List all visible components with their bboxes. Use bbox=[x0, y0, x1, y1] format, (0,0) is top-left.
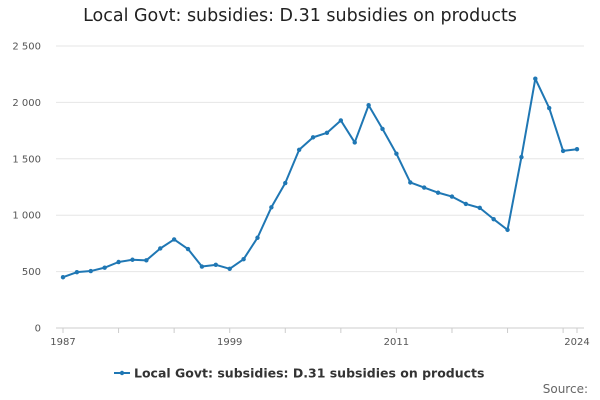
series-layer bbox=[60, 76, 580, 280]
data-point bbox=[324, 130, 330, 136]
data-point bbox=[116, 259, 121, 265]
data-point bbox=[74, 269, 80, 275]
chart-title: Local Govt: subsidies: D.31 subsidies on… bbox=[83, 6, 517, 26]
legend-label: Local Govt: subsidies: D.31 subsidies on… bbox=[134, 366, 484, 381]
data-point bbox=[199, 264, 205, 269]
data-point bbox=[491, 216, 496, 222]
y-tick-label: 1 500 bbox=[12, 154, 41, 165]
data-point bbox=[296, 147, 302, 152]
data-point bbox=[283, 180, 288, 186]
data-point bbox=[519, 154, 524, 160]
data-point bbox=[352, 140, 357, 145]
y-tick-label: 2 000 bbox=[12, 98, 41, 109]
data-point bbox=[560, 148, 566, 154]
data-point bbox=[102, 265, 107, 270]
data-point bbox=[213, 262, 219, 268]
data-point bbox=[449, 194, 455, 199]
x-axis-tick-labels: 1987 1999 2011 2024 bbox=[50, 337, 589, 348]
data-point bbox=[574, 147, 580, 152]
data-point bbox=[408, 180, 413, 185]
data-point bbox=[144, 258, 149, 263]
legend-marker bbox=[119, 370, 125, 376]
legend: Local Govt: subsidies: D.31 subsidies on… bbox=[114, 366, 484, 381]
data-point bbox=[171, 237, 177, 242]
x-tick-label: 1987 bbox=[50, 337, 75, 348]
data-point bbox=[310, 135, 316, 140]
x-axis bbox=[56, 327, 584, 333]
grid-lines bbox=[56, 45, 584, 273]
data-point bbox=[338, 118, 344, 123]
data-point bbox=[227, 266, 232, 271]
data-point bbox=[380, 126, 385, 132]
data-point bbox=[463, 201, 469, 207]
x-tick-label: 1999 bbox=[217, 337, 242, 348]
x-tick-label: 2024 bbox=[564, 337, 589, 348]
data-point bbox=[505, 227, 510, 233]
data-point bbox=[130, 257, 135, 262]
series-line bbox=[62, 77, 578, 279]
data-point bbox=[477, 205, 482, 211]
data-point bbox=[88, 268, 93, 274]
y-tick-label: 500 bbox=[22, 267, 41, 278]
data-point bbox=[421, 185, 427, 190]
data-point bbox=[269, 205, 274, 210]
y-tick-label: 0 bbox=[35, 324, 41, 335]
y-tick-label: 2 500 bbox=[12, 42, 41, 53]
data-point bbox=[158, 246, 163, 251]
data-point bbox=[185, 246, 191, 252]
data-point bbox=[255, 235, 260, 240]
data-point bbox=[241, 256, 246, 262]
data-point bbox=[60, 275, 66, 280]
data-point bbox=[547, 105, 552, 111]
data-point bbox=[435, 190, 441, 195]
data-point bbox=[394, 151, 399, 156]
data-point bbox=[533, 76, 538, 81]
data-point bbox=[366, 103, 371, 108]
x-tick-label: 2011 bbox=[384, 337, 409, 348]
y-tick-label: 1 000 bbox=[12, 211, 41, 222]
source-label: Source: bbox=[542, 382, 588, 396]
y-axis-tick-labels: 0 500 1 000 1 500 2 000 2 500 bbox=[12, 42, 41, 335]
